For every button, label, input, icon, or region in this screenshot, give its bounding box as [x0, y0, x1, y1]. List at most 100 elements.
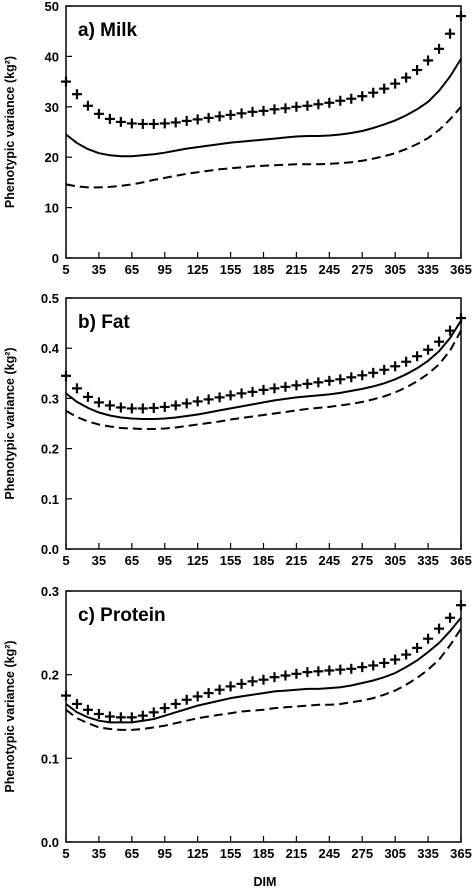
panel-3-plus-marker	[181, 694, 192, 705]
panel-1-plus-marker	[368, 87, 379, 98]
panel-3-plus-marker	[71, 698, 82, 709]
panel-3-plus-marker	[269, 672, 280, 683]
panel-2-plus-marker	[412, 351, 423, 362]
panel-1-title: a) Milk	[78, 20, 138, 41]
panel-3-plus-marker	[104, 711, 115, 722]
panel-2-x-tick-label: 305	[384, 553, 406, 568]
panel-3-plus-marker	[214, 684, 225, 695]
panel-3-y-tick-label: 0.2	[41, 668, 59, 683]
panel-2-frame	[65, 297, 462, 550]
panel-1-x-tick-label: 5	[62, 262, 69, 277]
panel-2-plus-marker	[225, 390, 236, 401]
panel-2-plus-marker	[247, 386, 258, 397]
x-axis-label: DIM	[254, 875, 277, 889]
panel-3-plus-marker	[192, 691, 203, 702]
panel-3-y-axis-label: Phenotypic variance (kg²)	[3, 640, 17, 792]
panel-1-plus-marker	[170, 117, 181, 128]
panel-2-plus-marker	[390, 361, 401, 372]
panel-1-plus-marker	[390, 78, 401, 89]
panel-2-y-tick-label: 0.3	[41, 391, 59, 406]
panel-1-y-tick-label: 10	[45, 201, 59, 216]
panel-1-plus-marker	[225, 109, 236, 120]
panel-1-series-dashed	[65, 106, 462, 189]
panel-3-y-tick-label: 0.3	[41, 584, 59, 599]
panel-3-plus-marker	[379, 657, 390, 668]
panel-2-y-tick-label: 0.5	[41, 291, 59, 306]
panel-2-plus-marker	[159, 401, 170, 412]
panel-2-x-tick-label: 95	[158, 553, 172, 568]
panel-2-y-tick-label: 0.1	[41, 492, 59, 507]
panel-2-y-tick-label: 0.2	[41, 442, 59, 457]
panel-2-y-tick-label: 0.4	[41, 341, 60, 356]
panel-1-plus-marker	[302, 100, 313, 111]
panel-3-x-tick-label: 5	[62, 846, 69, 861]
panel-1-y-axis-label: Phenotypic variance (kg²)	[3, 56, 17, 208]
panel-3-plus-marker	[258, 674, 269, 685]
panel-1-plus-marker	[423, 55, 434, 66]
panel-2-plus-marker	[335, 374, 346, 385]
panel-3-plus-marker	[423, 633, 434, 644]
panel-1-x-tick-label: 275	[351, 262, 373, 277]
panel-1-plus-marker	[137, 118, 148, 129]
panel-2-plus-marker	[192, 396, 203, 407]
panel-2-plus-marker	[324, 375, 335, 386]
panel-3-x-tick-label: 275	[351, 846, 373, 861]
panel-1-plus-marker	[258, 105, 269, 116]
panel-1-plus-marker	[401, 72, 412, 83]
panel-3-x-tick-label: 95	[158, 846, 172, 861]
panel-3-x-tick-label: 245	[318, 846, 340, 861]
panel-1-x-tick-label: 365	[450, 262, 472, 277]
panel-1: 0 10 20 30 40 50 5 35 65 95 125 155 185 215 245 275 305 3…	[3, 0, 472, 277]
panel-1-x-tick-label: 155	[220, 262, 242, 277]
panel-2-plus-marker	[302, 378, 313, 389]
panel-1-plus-marker	[324, 97, 335, 108]
panel-1-plus-marker	[192, 114, 203, 125]
panel-3-plus-marker	[203, 688, 214, 699]
panel-3-x-tick-label: 305	[384, 846, 406, 861]
panel-1-plus-marker	[291, 101, 302, 112]
panel-3-x-tick-label: 35	[92, 846, 106, 861]
panel-2-x-tick-label: 215	[286, 553, 308, 568]
panel-3-plus-marker	[434, 623, 445, 634]
panel-2-y-axis-label: Phenotypic variance (kg²)	[3, 347, 17, 499]
panel-2-plus-marker	[445, 325, 456, 336]
panel-1-plus-marker	[148, 118, 159, 129]
panel-1-x-tick-label: 215	[286, 262, 308, 277]
panel-1-x-tick-label: 335	[417, 262, 439, 277]
panel-3: 0.0 0.1 0.2 0.3 5 35 65 95 125 155 185 215 245 275 305…	[3, 584, 472, 861]
panel-1-frame	[65, 5, 462, 259]
panel-3-plus-marker	[324, 665, 335, 676]
panel-3-plus-marker	[148, 707, 159, 718]
panel-3-plus-marker	[137, 710, 148, 721]
panel-3-x-tick-label: 335	[417, 846, 439, 861]
panel-2-plus-marker	[258, 384, 269, 395]
panel-2-plus-marker	[170, 400, 181, 411]
panel-3-plus-marker	[93, 708, 104, 719]
panel-3-x-tick-label: 125	[187, 846, 209, 861]
panel-2-plus-marker	[368, 367, 379, 378]
panel-1-series-plus	[61, 11, 466, 129]
panel-1-plus-marker	[335, 95, 346, 106]
panel-1-plus-marker	[159, 118, 170, 129]
panel-2-title: b) Fat	[78, 312, 130, 333]
panel-3-plus-marker	[445, 612, 456, 623]
panel-1-x-tick-label: 35	[92, 262, 106, 277]
panel-3-plus-marker	[247, 676, 258, 687]
panel-2-plus-marker	[236, 388, 247, 399]
panel-1-y-tick-label: 40	[45, 49, 59, 64]
panel-3-plus-marker	[302, 667, 313, 678]
panel-2-x-tick-label: 245	[318, 553, 340, 568]
panel-2-plus-marker	[104, 400, 115, 411]
panel-1-plus-marker	[269, 104, 280, 115]
panel-1-plus-marker	[445, 28, 456, 39]
panel-2-x-tick-label: 365	[450, 553, 472, 568]
panel-3-x-tick-label: 365	[450, 846, 472, 861]
panel-1-x-tick-label: 305	[384, 262, 406, 277]
panel-2-plus-marker	[434, 336, 445, 347]
panel-3-plus-marker	[313, 666, 324, 677]
panel-1-y-tick-label: 30	[45, 100, 59, 115]
panel-2-series-plus	[61, 313, 466, 414]
panel-1-x-tick-label: 185	[253, 262, 275, 277]
panel-3-y-tick-label: 0.1	[41, 751, 59, 766]
panel-1-plus-marker	[247, 106, 258, 117]
